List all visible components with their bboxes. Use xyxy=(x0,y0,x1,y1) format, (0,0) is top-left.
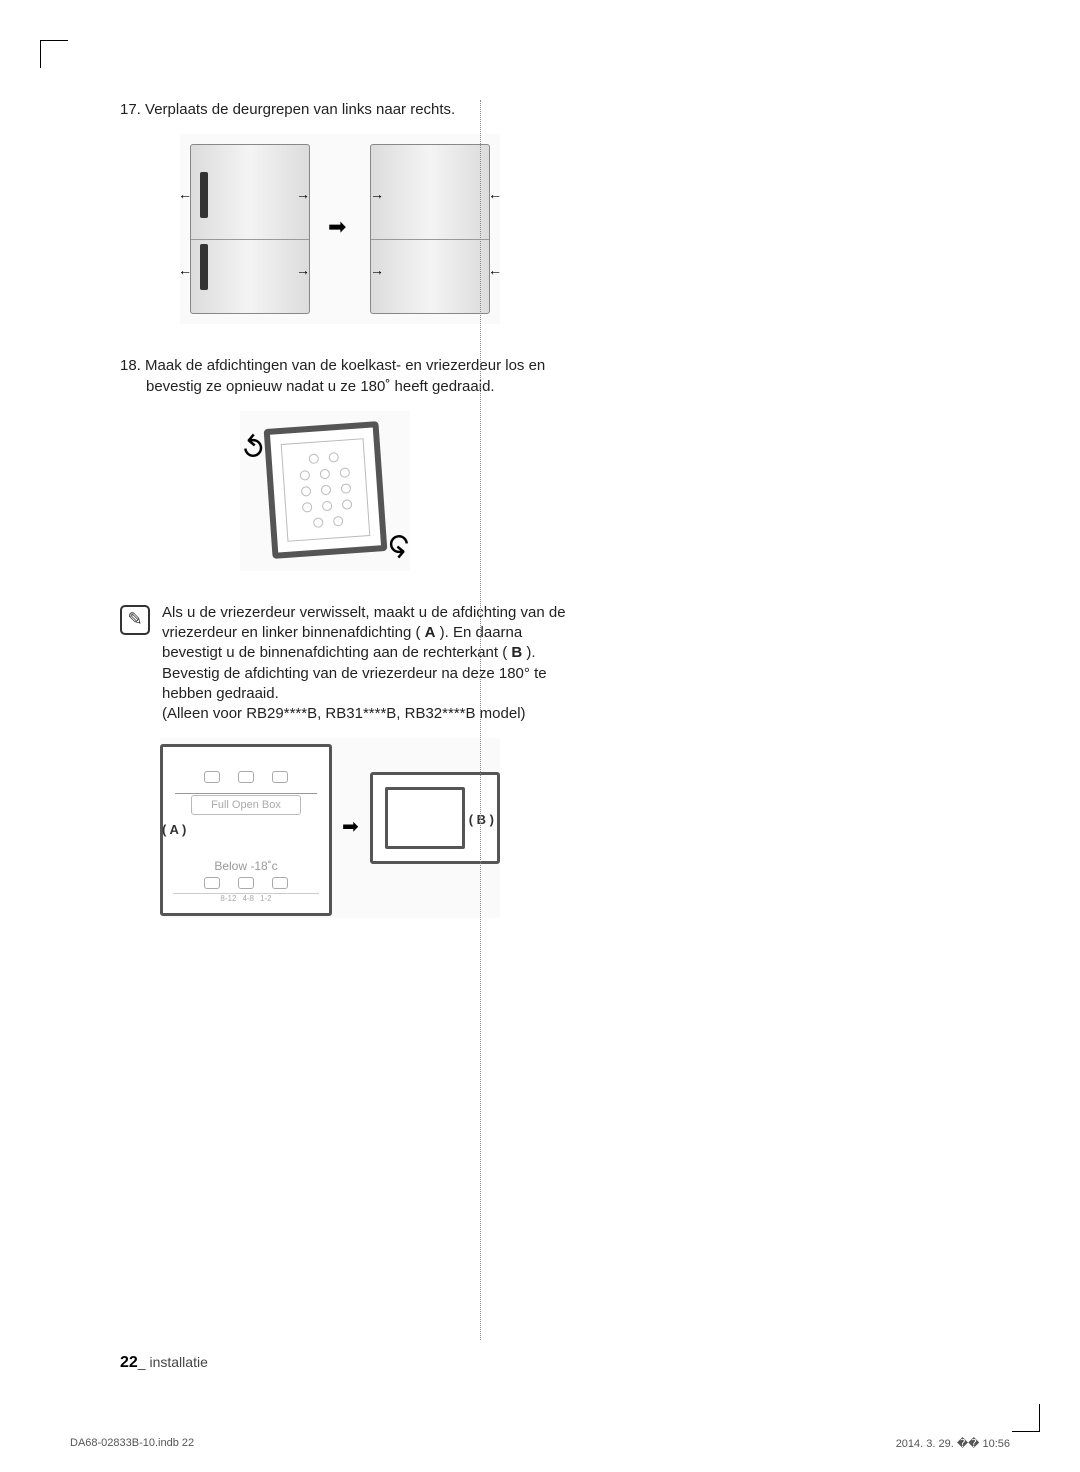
arrow-right-icon: ➡ xyxy=(328,214,346,240)
scale-val: 4-8 xyxy=(242,894,254,903)
arrow-icon: ← xyxy=(488,262,502,278)
note-icon: ✎ xyxy=(120,605,150,635)
note-block: ✎ Als u de vriezerdeur verwisselt, maakt… xyxy=(120,603,600,725)
footer-sep: _ xyxy=(138,1354,146,1370)
handle-icon xyxy=(200,244,208,290)
fridge-left xyxy=(190,144,310,314)
gasket-frame xyxy=(264,421,388,559)
dot-row xyxy=(312,516,343,528)
column-divider xyxy=(480,100,481,1340)
figure-gasket-rotate: ↺ ↺ xyxy=(240,411,410,571)
fridge-right xyxy=(370,144,490,314)
food-icon xyxy=(204,877,220,889)
page-number: 22 xyxy=(120,1354,138,1371)
arrow-icon: ← xyxy=(178,262,192,278)
figure-handle-swap: ← ← → → ➡ → → ← ← xyxy=(180,134,500,324)
food-icon xyxy=(238,771,254,783)
arrow-icon: → xyxy=(370,186,384,202)
full-open-box-label: Full Open Box xyxy=(191,795,301,815)
arrow-icon: → xyxy=(296,186,310,202)
print-metadata: DA68-02833B-10.indb 22 2014. 3. 29. �� 1… xyxy=(70,1437,1010,1450)
note-label-b: B xyxy=(511,644,522,661)
scale-val: 8-12 xyxy=(220,894,236,903)
content-column: 17. Verplaats de deurgrepen van links na… xyxy=(120,100,600,1382)
icon-row xyxy=(173,877,319,889)
arrow-right-icon: ➡ xyxy=(342,814,359,839)
arrow-icon: ← xyxy=(178,186,192,202)
marker-b: ( B ) xyxy=(469,812,494,827)
note-label-a: A xyxy=(425,624,436,641)
arrow-icon: ← xyxy=(488,186,502,202)
dot-row xyxy=(300,483,351,496)
gasket-inner xyxy=(281,438,371,542)
food-icon xyxy=(238,877,254,889)
below-label: Below -18˚c xyxy=(173,859,319,873)
step-17-text: Verplaats de deurgrepen van links naar r… xyxy=(145,101,455,118)
meta-file: DA68-02833B-10.indb 22 xyxy=(70,1437,194,1450)
scale-val: 1-2 xyxy=(260,894,272,903)
arrow-icon: → xyxy=(370,262,384,278)
step-18-number: 18. xyxy=(120,357,141,374)
icon-row xyxy=(163,757,329,783)
bottom-row: Below -18˚c 8-12 4-8 1-2 xyxy=(173,859,319,903)
dot-row xyxy=(301,499,352,512)
page-footer: 22_ installatie xyxy=(120,1354,208,1372)
figure-inner-seal: Full Open Box Below -18˚c 8-12 4-8 1-2 (… xyxy=(160,738,500,918)
step-17: 17. Verplaats de deurgrepen van links na… xyxy=(120,100,600,120)
door-split xyxy=(371,239,489,240)
marker-a: ( A ) xyxy=(162,822,186,837)
door-split xyxy=(191,239,309,240)
crop-mark-br xyxy=(1012,1404,1040,1432)
dot-row xyxy=(308,452,339,464)
step-18-text: Maak de afdichtingen van de koelkast- en… xyxy=(145,357,545,394)
scale-row: 8-12 4-8 1-2 xyxy=(173,893,319,903)
dot-row xyxy=(299,467,350,480)
food-icon xyxy=(204,771,220,783)
step-18: 18. Maak de afdichtingen van de koelkast… xyxy=(120,356,600,397)
arrow-icon: → xyxy=(296,262,310,278)
meta-date: 2014. 3. 29. �� 10:56 xyxy=(896,1437,1010,1450)
food-icon xyxy=(272,877,288,889)
note-models: (Alleen voor RB29****B, RB31****B, RB32*… xyxy=(162,705,526,722)
footer-section: installatie xyxy=(149,1354,207,1370)
crop-mark-tl xyxy=(40,40,68,68)
note-text: Als u de vriezerdeur verwisselt, maakt u… xyxy=(162,603,600,725)
handle-icon xyxy=(200,172,208,218)
step-17-number: 17. xyxy=(120,101,141,118)
food-icon xyxy=(272,771,288,783)
shelf-line xyxy=(175,793,317,794)
